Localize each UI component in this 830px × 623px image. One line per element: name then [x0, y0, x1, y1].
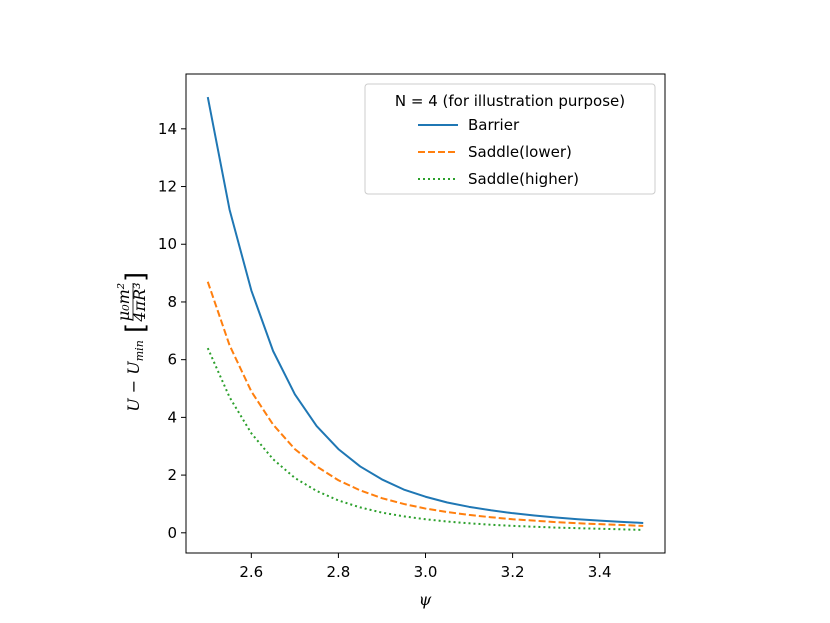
y-axis-label-bracket-close: ] [121, 272, 151, 282]
series-line-barrier [206, 96, 644, 524]
y-axis-label-numerator: μ₀m² [114, 283, 133, 321]
y-tick-label: 0 [167, 524, 177, 542]
y-tick-label: 8 [167, 293, 177, 311]
legend-label-saddle-higher: Saddle(higher) [468, 170, 579, 188]
y-tick-label: 12 [158, 178, 177, 196]
y-axis-label-denominator: 4πR³ [130, 282, 149, 322]
series-line-saddle-lower [206, 281, 644, 527]
x-axis-label: ψ [419, 590, 432, 609]
y-tick-label: 10 [158, 235, 177, 253]
y-tick-label: 14 [158, 120, 177, 138]
y-axis-label: U − Umin [ μ₀m² 4πR³ ] [114, 272, 151, 412]
y-tick-label: 2 [167, 466, 177, 484]
y-tick-label: 6 [167, 351, 177, 369]
y-axis-label-lhs: U − Umin [124, 340, 146, 412]
legend-box [364, 83, 656, 195]
x-tick-label: 3.0 [414, 563, 438, 581]
x-tick-label: 3.4 [588, 563, 612, 581]
x-tick-label: 2.8 [326, 563, 350, 581]
axes-frame [185, 73, 666, 554]
y-axis: 0 2 4 6 8 10 12 14 [158, 120, 186, 542]
legend-title: N = 4 (for illustration purpose) [395, 92, 625, 110]
y-axis-label-bracket-open: [ [121, 323, 151, 333]
y-tick-label: 4 [167, 408, 177, 426]
series-line-saddle-higher [206, 347, 644, 531]
x-tick-label: 3.2 [501, 563, 525, 581]
x-axis: 2.6 2.8 3.0 3.2 3.4 [239, 553, 612, 581]
legend-label-saddle-lower: Saddle(lower) [468, 143, 572, 161]
legend-label-barrier: Barrier [468, 116, 520, 134]
legend: N = 4 (for illustration purpose) Barrier… [364, 83, 656, 195]
plot-area [206, 96, 644, 531]
x-tick-label: 2.6 [239, 563, 263, 581]
